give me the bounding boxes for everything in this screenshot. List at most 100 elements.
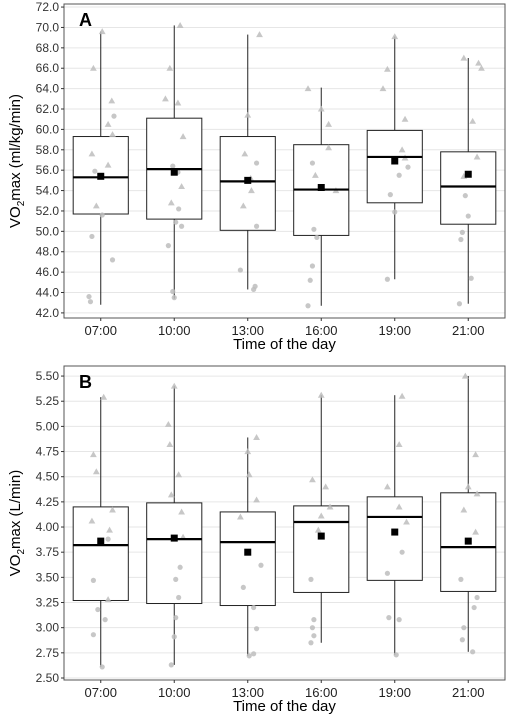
box-19:00 — [366, 395, 423, 655]
data-points — [88, 372, 481, 670]
gridlines — [64, 6, 505, 314]
point-circle — [314, 234, 320, 241]
box-07:00 — [72, 397, 129, 667]
y-tick-label: 4.50 — [36, 470, 60, 484]
point-circle — [305, 303, 311, 309]
y-tick-label: 3.75 — [36, 545, 60, 559]
mean-marker — [170, 168, 178, 176]
point-circle — [461, 625, 467, 631]
point-triangle — [395, 503, 403, 510]
x-tick-label: 07:00 — [84, 685, 117, 700]
point-circle — [246, 653, 252, 659]
point-circle — [95, 606, 101, 613]
point-triangle — [317, 512, 325, 519]
point-circle — [177, 564, 183, 570]
x-tick-label: 21:00 — [452, 685, 485, 700]
y-tick-label: 60.0 — [36, 122, 60, 136]
point-triangle — [90, 451, 97, 458]
point-circle — [456, 301, 463, 307]
plot-border — [63, 365, 506, 681]
point-triangle — [475, 59, 482, 66]
point-triangle — [248, 187, 255, 194]
point-triangle — [314, 526, 322, 533]
point-circle — [387, 192, 393, 198]
point-circle — [309, 263, 316, 269]
point-circle — [405, 164, 411, 170]
point-circle — [474, 594, 480, 601]
point-circle — [253, 160, 260, 166]
box-10:00 — [146, 25, 203, 299]
point-triangle — [239, 202, 247, 209]
box-13:00 — [219, 34, 276, 290]
point-circle — [384, 570, 390, 576]
panel-label: B — [79, 372, 92, 392]
x-tick-label: 16:00 — [305, 323, 338, 338]
y-tick-label: 50.0 — [36, 224, 60, 238]
point-triangle — [164, 420, 172, 427]
box-iqr — [440, 151, 497, 225]
point-triangle — [245, 471, 253, 478]
point-circle — [109, 257, 116, 263]
point-triangle — [325, 144, 332, 151]
point-triangle — [178, 183, 185, 190]
y-tick-label: 4.75 — [36, 445, 60, 459]
x-tick-label: 10:00 — [158, 323, 191, 338]
y-tick-label: 58.0 — [36, 143, 60, 157]
point-triangle — [167, 199, 175, 206]
box-07:00 — [72, 31, 129, 305]
y-tick-label: 70.0 — [36, 20, 60, 34]
plot-border — [63, 3, 506, 319]
mean-marker — [97, 172, 105, 180]
point-triangle — [384, 65, 391, 72]
point-triangle — [174, 99, 182, 106]
point-triangle — [98, 28, 106, 35]
y-tick-label: 4.25 — [36, 495, 60, 509]
point-circle — [105, 536, 111, 542]
panel-label: A — [79, 10, 92, 30]
x-tick-label: 16:00 — [305, 685, 338, 700]
y-tick-label: 52.0 — [36, 204, 60, 218]
point-circle — [171, 634, 177, 640]
point-circle — [253, 223, 260, 229]
point-circle — [240, 584, 246, 591]
x-axis-title: Time of the day — [233, 698, 336, 715]
mean-marker — [464, 537, 472, 545]
y-axis-title-subscript: 2 — [16, 549, 27, 555]
point-circle — [386, 615, 392, 621]
y-tick-label: 5.00 — [36, 419, 60, 433]
point-circle — [179, 223, 185, 229]
box-iqr — [366, 496, 423, 581]
y-tick-label: 3.25 — [36, 596, 60, 610]
box-iqr — [293, 505, 350, 593]
point-triangle — [166, 64, 174, 71]
y-axis-title: VO2max (ml/kg/min) — [7, 94, 27, 228]
point-triangle — [253, 496, 260, 503]
point-triangle — [464, 483, 472, 490]
point-circle — [458, 576, 464, 582]
point-triangle — [398, 392, 406, 399]
y-axis: 42.0 44.0 46.0 48.0 50.0 52.0 54.0 56.0 58.0 60.0… — [36, 0, 64, 320]
point-circle — [171, 295, 177, 301]
y-tick-label: 68.0 — [36, 41, 60, 55]
x-axis: 07:00 10:00 13:00 16:00 19:00 21:00 — [84, 680, 485, 700]
y-axis-title-part: max (ml/kg/min) — [7, 94, 24, 201]
point-circle — [459, 229, 465, 235]
y-tick-label: 5.50 — [36, 369, 60, 383]
box-21:00 — [440, 376, 497, 652]
y-axis-title-subscript: 2 — [16, 200, 27, 206]
point-triangle — [100, 393, 108, 400]
point-circle — [465, 213, 471, 219]
x-tick-label: 13:00 — [231, 685, 264, 700]
point-triangle — [325, 120, 332, 127]
point-triangle — [166, 441, 174, 448]
point-circle — [111, 113, 117, 119]
x-tick-label: 21:00 — [452, 323, 485, 338]
point-circle — [458, 236, 464, 243]
point-circle — [92, 168, 98, 174]
y-tick-label: 3.00 — [36, 621, 60, 635]
panel-b: 2.50 2.75 3.00 3.25 3.50 3.75 4.00 4.25 4.50 4.75… — [7, 365, 506, 715]
point-triangle — [178, 508, 185, 515]
point-circle — [89, 233, 95, 240]
point-triangle — [473, 153, 481, 160]
